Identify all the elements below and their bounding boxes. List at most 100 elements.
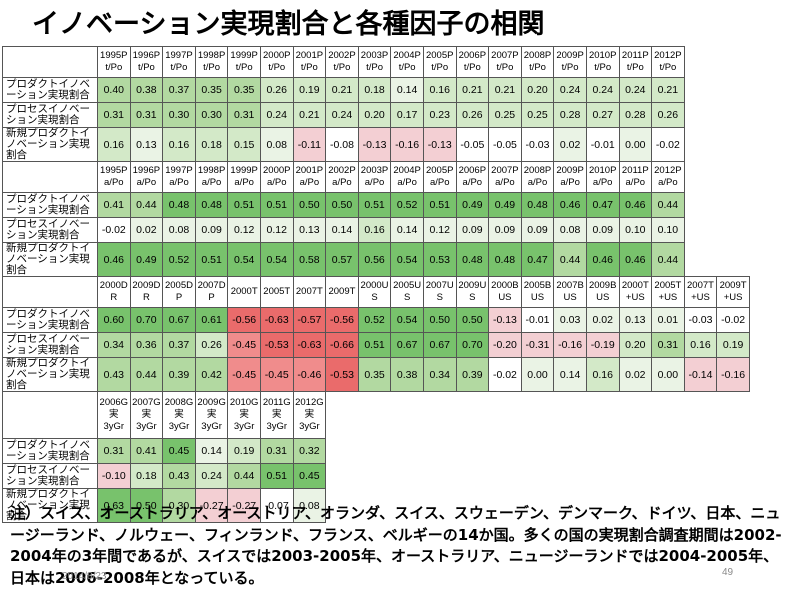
correlation-cell: 0.14 bbox=[553, 357, 587, 392]
column-header: 2000B US bbox=[488, 276, 522, 308]
empty-cell bbox=[326, 464, 359, 489]
correlation-cell: 0.21 bbox=[651, 77, 685, 103]
correlation-cell: 0.37 bbox=[162, 77, 196, 103]
correlation-cell: 0.54 bbox=[390, 242, 424, 277]
empty-cell bbox=[553, 391, 587, 439]
correlation-cell: 0.20 bbox=[520, 77, 555, 103]
empty-cell bbox=[391, 439, 424, 464]
correlation-cell: -0.05 bbox=[488, 127, 522, 162]
correlation-cell: 0.58 bbox=[292, 242, 327, 277]
correlation-cell: 0.09 bbox=[585, 217, 620, 243]
correlation-cell: -0.07 bbox=[259, 488, 294, 523]
correlation-cell: -0.02 bbox=[97, 217, 131, 243]
correlation-cell: -0.16 bbox=[390, 127, 424, 162]
column-header: 2007T bbox=[292, 276, 327, 308]
correlation-cell: 0.26 bbox=[259, 77, 294, 103]
correlation-cell: -0.57 bbox=[292, 307, 327, 333]
correlation-cell: 0.30 bbox=[162, 488, 196, 523]
correlation-cell: -0.01 bbox=[585, 127, 620, 162]
correlation-cell: 0.44 bbox=[129, 192, 164, 218]
correlation-cell: 0.26 bbox=[194, 332, 229, 358]
correlation-cell: 0.63 bbox=[97, 488, 131, 523]
correlation-cell: 0.54 bbox=[227, 242, 261, 277]
column-header: 1995P a/Po bbox=[97, 161, 131, 193]
empty-cell bbox=[684, 103, 717, 128]
correlation-cell: 0.14 bbox=[325, 217, 359, 243]
correlation-cell: 0.18 bbox=[129, 463, 164, 489]
empty-cell bbox=[717, 103, 750, 128]
correlation-cell: 0.12 bbox=[259, 217, 294, 243]
footnote: 注）スイス、オーストラリア、オーストリア、オランダ、スイス、スウェーデン、デンマ… bbox=[10, 504, 782, 587]
correlation-table: 1995P t/Po 1996P t/Po 1997P t/Po 1998P t/Po 1999… bbox=[2, 46, 750, 523]
correlation-cell: 0.30 bbox=[162, 102, 196, 128]
column-header: 2006P t/Po bbox=[455, 46, 490, 78]
empty-cell bbox=[651, 391, 685, 439]
correlation-cell: -0.63 bbox=[292, 332, 327, 358]
correlation-cell: 0.54 bbox=[259, 242, 294, 277]
empty-cell bbox=[717, 78, 750, 103]
correlation-cell: 0.21 bbox=[488, 77, 522, 103]
column-header: 2008G 実 3yGr bbox=[162, 391, 196, 439]
correlation-cell: 0.44 bbox=[553, 242, 587, 277]
column-header: 1998P t/Po bbox=[194, 46, 229, 78]
correlation-cell: 0.51 bbox=[422, 192, 457, 218]
correlation-cell: 0.13 bbox=[129, 127, 164, 162]
correlation-cell: 0.24 bbox=[325, 102, 359, 128]
empty-cell bbox=[652, 439, 685, 464]
correlation-cell: 0.44 bbox=[227, 463, 261, 489]
table-row: 新規プロダクトイノベーション実現割合 0.43 0.44 0.39 0.42 -0.45-… bbox=[2, 357, 750, 392]
empty-cell bbox=[716, 391, 750, 439]
table-row: プロダクトイノベーション実現割合 0.40 0.38 0.37 0.35 0.35 0.26… bbox=[2, 77, 750, 103]
correlation-cell: 0.20 bbox=[357, 102, 392, 128]
column-header: 2002P t/Po bbox=[325, 46, 359, 78]
correlation-cell: -0.46 bbox=[292, 357, 327, 392]
empty-cell bbox=[717, 243, 750, 277]
correlation-cell: 0.16 bbox=[162, 127, 196, 162]
column-header: 2005P t/Po bbox=[422, 46, 457, 78]
correlation-cell: 0.21 bbox=[455, 77, 490, 103]
correlation-cell: -0.56 bbox=[325, 307, 359, 333]
correlation-cell: 0.02 bbox=[585, 307, 620, 333]
correlation-cell: 0.20 bbox=[618, 332, 653, 358]
correlation-cell: -0.08 bbox=[325, 127, 359, 162]
correlation-cell: 0.19 bbox=[292, 77, 327, 103]
column-header: 2006G 実 3yGr bbox=[97, 391, 131, 439]
correlation-cell: 0.52 bbox=[162, 242, 196, 277]
table-row: 新規プロダクトイノベーション実現割合 0.16 0.13 0.16 0.18 0.15 0.… bbox=[2, 127, 750, 162]
column-header: 2005B US bbox=[520, 276, 555, 308]
row-label: プロダクトイノベーション実現割合 bbox=[2, 192, 98, 218]
correlation-cell: 0.50 bbox=[455, 307, 490, 333]
correlation-cell: 0.42 bbox=[194, 357, 229, 392]
correlation-cell: 0.35 bbox=[194, 77, 229, 103]
column-header: 2011G 実 3yGr bbox=[259, 391, 294, 439]
correlation-cell: -0.11 bbox=[292, 127, 327, 162]
correlation-cell: 0.51 bbox=[227, 192, 261, 218]
correlation-cell: 0.70 bbox=[129, 307, 164, 333]
empty-cell bbox=[684, 391, 717, 439]
correlation-cell: 0.16 bbox=[357, 217, 392, 243]
table-row: プロセスイノベーション実現割合 0.34 0.36 0.37 0.26 -0.45 -0.5… bbox=[2, 332, 750, 358]
correlation-cell: 0.43 bbox=[97, 357, 131, 392]
correlation-cell: 0.09 bbox=[455, 217, 490, 243]
correlation-cell: 0.49 bbox=[129, 242, 164, 277]
correlation-cell: 0.24 bbox=[585, 77, 620, 103]
correlation-cell: 0.19 bbox=[227, 438, 261, 464]
correlation-cell: 0.48 bbox=[455, 242, 490, 277]
header-blank-cell bbox=[2, 276, 98, 308]
correlation-cell: 0.38 bbox=[129, 77, 164, 103]
column-header: 1997P a/Po bbox=[162, 161, 196, 193]
empty-cell bbox=[717, 128, 750, 162]
empty-cell bbox=[390, 391, 424, 439]
empty-cell bbox=[554, 439, 587, 464]
column-header: 2007P a/Po bbox=[488, 161, 522, 193]
column-header: 2007B US bbox=[553, 276, 587, 308]
column-header: 1996P a/Po bbox=[129, 161, 164, 193]
correlation-cell: 0.02 bbox=[129, 217, 164, 243]
correlation-cell: 0.50 bbox=[129, 488, 164, 523]
table-row: プロダクトイノベーション実現割合 0.31 0.41 0.45 0.14 0.19 0.31… bbox=[2, 438, 750, 464]
column-header: 2009U S bbox=[455, 276, 490, 308]
correlation-cell: 0.36 bbox=[129, 332, 164, 358]
correlation-cell: 0.31 bbox=[651, 332, 685, 358]
correlation-cell: -0.27 bbox=[227, 488, 261, 523]
empty-cell bbox=[684, 464, 717, 489]
